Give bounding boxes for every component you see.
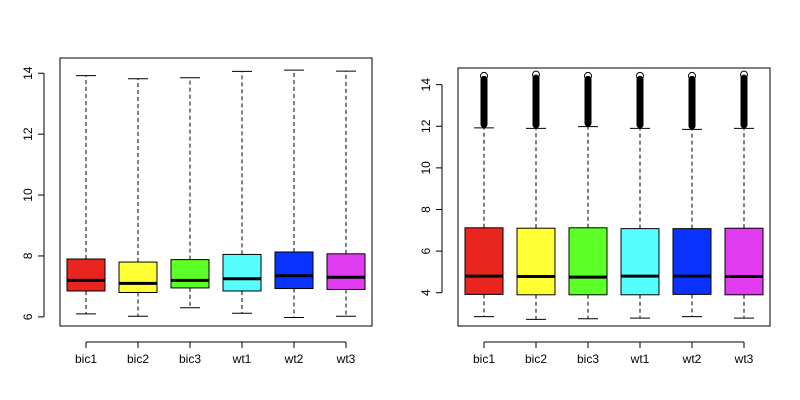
box-body xyxy=(118,261,158,293)
x-tick-label: wt3 xyxy=(734,352,754,366)
box-bic3 xyxy=(170,77,210,309)
left-boxplot-panel: 6 8 10 12 14 bic1 bic2 bic3 wt1 wt2 wt3 xyxy=(21,57,373,366)
y-tick-label: 8 xyxy=(419,206,433,213)
box-body xyxy=(724,227,764,296)
box-bic1 xyxy=(66,75,106,315)
x-tick-label: bic1 xyxy=(75,352,97,366)
box-body xyxy=(326,253,366,290)
y-tick-label: 10 xyxy=(21,188,35,202)
x-tick-label: wt1 xyxy=(232,352,252,366)
y-tick-label: 8 xyxy=(21,252,35,259)
outlier-top-point xyxy=(480,71,488,80)
y-tick-label: 6 xyxy=(419,247,433,254)
plot-frame xyxy=(59,57,373,327)
y-tick-label: 6 xyxy=(21,313,35,320)
box-body xyxy=(516,227,556,296)
y-tick-label: 12 xyxy=(419,119,433,133)
box-body xyxy=(222,253,262,292)
box-wt3 xyxy=(724,70,764,319)
y-tick-label: 4 xyxy=(419,289,433,296)
box-body xyxy=(672,228,712,295)
box-body xyxy=(274,251,314,290)
plot-frame xyxy=(457,67,771,327)
box-body xyxy=(464,227,504,295)
box-body xyxy=(620,228,660,296)
outlier-points xyxy=(636,75,644,129)
x-tick-label: wt1 xyxy=(630,352,650,366)
y-tick-label: 10 xyxy=(419,161,433,175)
right-boxplot-panel: 4 6 8 10 12 14 bic1 bic2 bic3 wt1 wt2 wt3 xyxy=(419,67,771,366)
x-tick-label: wt2 xyxy=(284,352,304,366)
outlier-top-point xyxy=(688,71,696,80)
outlier-points xyxy=(532,74,540,129)
box-body xyxy=(66,258,106,292)
box-bic2 xyxy=(516,70,556,320)
x-tick-label: wt3 xyxy=(336,352,356,366)
box-bic2 xyxy=(118,78,158,317)
x-tick-label: bic2 xyxy=(525,352,547,366)
box-body xyxy=(568,227,608,296)
box-wt2 xyxy=(672,71,712,318)
outlier-points xyxy=(480,75,488,128)
box-bic3 xyxy=(568,71,608,320)
box-bic1 xyxy=(464,71,504,318)
box-wt1 xyxy=(222,70,262,314)
box-wt2 xyxy=(274,69,314,318)
outlier-top-point xyxy=(740,70,748,79)
y-tick-label: 14 xyxy=(419,78,433,92)
y-tick-label: 12 xyxy=(21,127,35,141)
box-body xyxy=(170,259,210,289)
x-tick-label: bic3 xyxy=(179,352,201,366)
outlier-points xyxy=(688,75,696,130)
x-tick-label: bic2 xyxy=(127,352,149,366)
outlier-top-point xyxy=(532,70,540,79)
outlier-points xyxy=(584,75,592,127)
box-wt3 xyxy=(326,70,366,317)
box-wt1 xyxy=(620,71,660,319)
outlier-top-point xyxy=(584,71,592,80)
x-tick-label: bic1 xyxy=(473,352,495,366)
x-tick-label: wt2 xyxy=(682,352,702,366)
outlier-top-point xyxy=(636,71,644,80)
x-tick-label: bic3 xyxy=(577,352,599,366)
y-tick-label: 14 xyxy=(21,66,35,80)
outlier-points xyxy=(740,74,748,129)
